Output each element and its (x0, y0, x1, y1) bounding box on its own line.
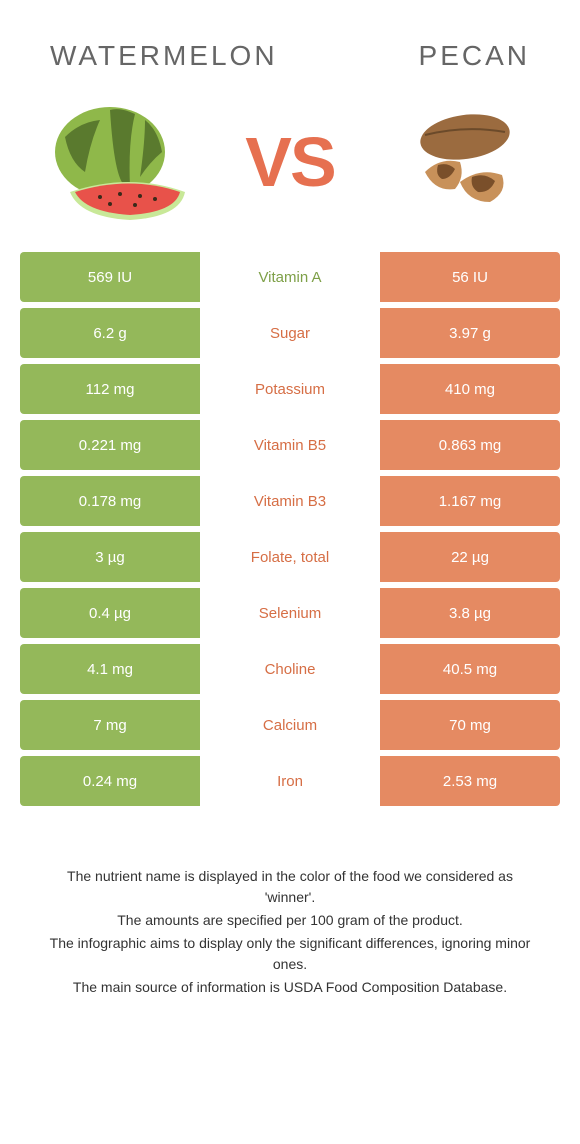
right-value-cell: 3.8 µg (380, 588, 560, 638)
nutrient-label: Vitamin B5 (200, 420, 380, 470)
footnote-line: The main source of information is USDA F… (40, 977, 540, 998)
left-value-cell: 0.4 µg (20, 588, 200, 638)
table-row: 6.2 gSugar3.97 g (20, 308, 560, 358)
left-value-cell: 6.2 g (20, 308, 200, 358)
left-value-cell: 0.178 mg (20, 476, 200, 526)
right-value-cell: 56 IU (380, 252, 560, 302)
table-row: 7 mgCalcium70 mg (20, 700, 560, 750)
left-value-cell: 3 µg (20, 532, 200, 582)
table-row: 4.1 mgCholine40.5 mg (20, 644, 560, 694)
right-value-cell: 3.97 g (380, 308, 560, 358)
table-row: 3 µgFolate, total22 µg (20, 532, 560, 582)
table-row: 0.24 mgIron2.53 mg (20, 756, 560, 806)
right-value-cell: 40.5 mg (380, 644, 560, 694)
right-value-cell: 70 mg (380, 700, 560, 750)
right-value-cell: 0.863 mg (380, 420, 560, 470)
nutrient-label: Selenium (200, 588, 380, 638)
footnote-line: The nutrient name is displayed in the co… (40, 866, 540, 908)
vs-label: VS (245, 122, 334, 202)
table-row: 112 mgPotassium410 mg (20, 364, 560, 414)
nutrient-label: Choline (200, 644, 380, 694)
nutrient-label: Iron (200, 756, 380, 806)
left-value-cell: 112 mg (20, 364, 200, 414)
left-food-title: WATERMELON (50, 40, 278, 72)
nutrient-label: Sugar (200, 308, 380, 358)
header-row: WATERMELON PECAN (20, 40, 560, 72)
vs-row: VS (20, 102, 560, 222)
right-value-cell: 2.53 mg (380, 756, 560, 806)
left-value-cell: 7 mg (20, 700, 200, 750)
nutrient-label: Potassium (200, 364, 380, 414)
right-value-cell: 22 µg (380, 532, 560, 582)
nutrient-label: Vitamin A (200, 252, 380, 302)
left-value-cell: 0.24 mg (20, 756, 200, 806)
left-value-cell: 4.1 mg (20, 644, 200, 694)
right-food-title: PECAN (419, 40, 530, 72)
table-row: 0.4 µgSelenium3.8 µg (20, 588, 560, 638)
watermelon-icon (40, 102, 200, 222)
table-row: 0.178 mgVitamin B31.167 mg (20, 476, 560, 526)
footnote-line: The amounts are specified per 100 gram o… (40, 910, 540, 931)
table-row: 569 IUVitamin A56 IU (20, 252, 560, 302)
table-row: 0.221 mgVitamin B50.863 mg (20, 420, 560, 470)
nutrient-table: 569 IUVitamin A56 IU 6.2 gSugar3.97 g 112 … (20, 252, 560, 806)
footnote-block: The nutrient name is displayed in the co… (20, 866, 560, 998)
left-value-cell: 0.221 mg (20, 420, 200, 470)
right-value-cell: 1.167 mg (380, 476, 560, 526)
footnote-line: The infographic aims to display only the… (40, 933, 540, 975)
nutrient-label: Folate, total (200, 532, 380, 582)
left-value-cell: 569 IU (20, 252, 200, 302)
nutrient-label: Vitamin B3 (200, 476, 380, 526)
right-value-cell: 410 mg (380, 364, 560, 414)
pecan-icon (380, 102, 540, 222)
nutrient-label: Calcium (200, 700, 380, 750)
